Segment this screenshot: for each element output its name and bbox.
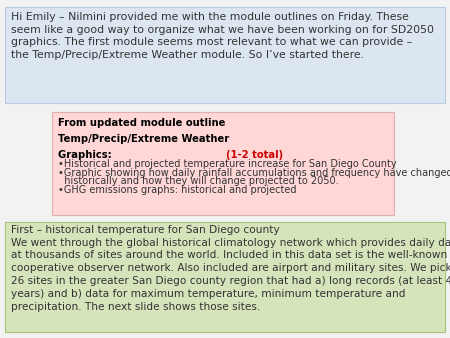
Text: historically and how they will change projected to 2050.: historically and how they will change pr… <box>58 176 338 186</box>
Text: •GHG emissions graphs: historical and projected: •GHG emissions graphs: historical and pr… <box>58 185 296 195</box>
FancyBboxPatch shape <box>52 112 394 215</box>
FancyBboxPatch shape <box>5 222 445 332</box>
Text: (1-2 total): (1-2 total) <box>226 150 283 160</box>
Text: Hi Emily – Nilmini provided me with the module outlines on Friday. These
seem li: Hi Emily – Nilmini provided me with the … <box>11 12 434 60</box>
Text: Temp/Precip/Extreme Weather: Temp/Precip/Extreme Weather <box>58 134 229 144</box>
Text: •Historical and projected temperature increase for San Diego County: •Historical and projected temperature in… <box>58 159 396 169</box>
FancyBboxPatch shape <box>5 7 445 103</box>
Text: First – historical temperature for San Diego county
We went through the global h: First – historical temperature for San D… <box>11 225 450 312</box>
Text: Graphics:: Graphics: <box>58 150 115 160</box>
Text: •Graphic showing how daily rainfall accumulations and frequency have changed: •Graphic showing how daily rainfall accu… <box>58 168 450 178</box>
Text: From updated module outline: From updated module outline <box>58 118 225 128</box>
